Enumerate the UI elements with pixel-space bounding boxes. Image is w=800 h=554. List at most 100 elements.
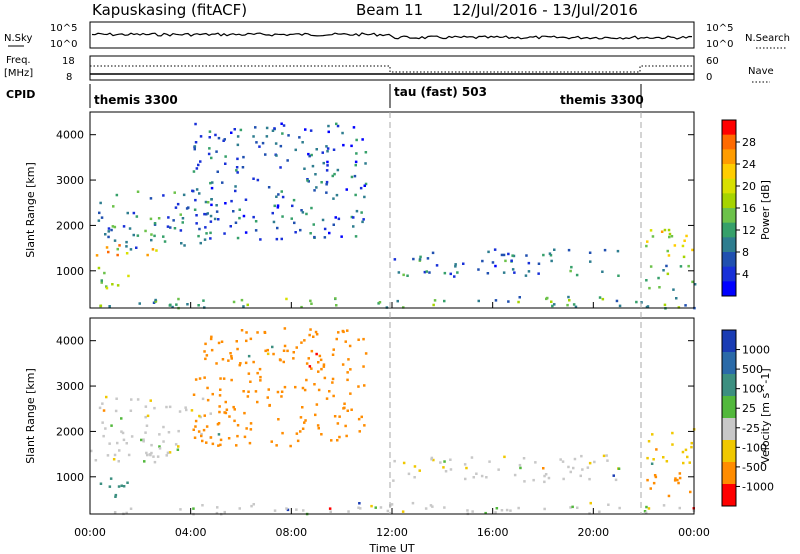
velocity-echo-cell — [449, 458, 452, 461]
velocity-echo-cell — [168, 405, 172, 409]
velocity-echo-cell — [418, 469, 421, 472]
power-echo-cell — [128, 227, 132, 230]
power-echo-cell — [105, 286, 109, 290]
power-echo-cell — [213, 217, 217, 221]
power-echo-cell — [199, 160, 202, 163]
power-echo-cell — [309, 232, 312, 235]
velocity-echo-cell — [662, 504, 666, 507]
velocity-echo-cell — [316, 424, 320, 427]
velocity-echo-cell — [424, 507, 428, 510]
velocity-echo-cell — [647, 507, 651, 510]
power-echo-cell — [426, 257, 430, 260]
velocity-echo-cell — [216, 506, 219, 509]
velocity-echo-cell — [249, 380, 252, 383]
velocity-echo-cell — [218, 394, 222, 397]
power-echo-cell — [645, 279, 648, 282]
power-echo-cell — [589, 260, 592, 263]
velocity-echo-cell — [576, 506, 579, 509]
power-echo-cell — [198, 192, 201, 195]
power-colorbar-segment — [722, 134, 736, 150]
velocity-echo-cell — [248, 441, 252, 445]
power-echo-cell — [575, 273, 579, 277]
power-echo-cell — [275, 154, 278, 157]
power-echo-cell — [276, 206, 280, 209]
power-echo-cell — [166, 225, 170, 228]
velocity-echo-cell — [230, 355, 233, 358]
velocity-echo-cell — [117, 485, 121, 488]
cpid-mode-2: tau (fast) 503 — [394, 85, 487, 99]
velocity-echo-cell — [444, 470, 448, 473]
power-echo-cell — [510, 259, 513, 262]
velocity-echo-cell — [662, 456, 665, 459]
velocity-echo-cell — [413, 465, 417, 468]
velocity-echo-cell — [204, 357, 207, 361]
power-echo-cell — [363, 195, 366, 199]
power-echo-cell — [195, 214, 198, 217]
power-echo-cell — [336, 168, 340, 172]
velocity-echo-cell — [142, 440, 145, 443]
velocity-echo-cell — [286, 349, 289, 353]
velocity-echo-cell — [144, 415, 147, 419]
velocity-echo-cell — [256, 331, 259, 334]
power-echo-cell — [194, 141, 198, 144]
velocity-echo-cell — [588, 461, 592, 465]
power-echo-cell — [310, 302, 313, 305]
power-colorbar-segment — [722, 237, 736, 253]
velocity-echo-cell — [310, 349, 314, 353]
velocity-echo-cell — [333, 415, 337, 418]
power-echo-cell — [432, 303, 435, 307]
velocity-echo-cell — [292, 357, 295, 360]
velocity-colorbar-tick-label: -25 — [742, 422, 760, 435]
power-echo-cell — [272, 220, 276, 224]
velocity-echo-cell — [612, 474, 615, 477]
power-echo-cell — [663, 228, 667, 232]
power-echo-cell — [206, 201, 210, 204]
cpid-mode-3: themis 3300 — [560, 93, 644, 107]
power-echo-cell — [337, 217, 341, 221]
power-y-tick-label: 1000 — [56, 265, 84, 278]
velocity-echo-cell — [323, 376, 327, 380]
velocity-echo-cell — [192, 428, 195, 431]
velocity-echo-cell — [464, 477, 467, 481]
power-echo-cell — [162, 194, 165, 197]
power-echo-cell — [313, 189, 316, 192]
velocity-echo-cell — [215, 362, 218, 365]
velocity-echo-cell — [120, 417, 123, 420]
power-echo-cell — [378, 301, 382, 304]
velocity-echo-cell — [114, 493, 118, 497]
power-echo-cell — [321, 151, 324, 154]
power-echo-cell — [193, 208, 197, 211]
velocity-echo-cell — [113, 511, 117, 514]
power-echo-cell — [271, 211, 274, 215]
velocity-echo-cell — [308, 333, 311, 337]
power-echo-cell — [548, 252, 552, 255]
power-echo-cell — [171, 305, 174, 309]
velocity-echo-cell — [156, 455, 160, 458]
nave-right-tick-top: 60 — [706, 56, 719, 67]
power-echo-cell — [290, 217, 293, 220]
velocity-echo-cell — [513, 473, 517, 477]
power-echo-cell — [100, 279, 103, 282]
power-echo-cell — [135, 246, 138, 249]
power-echo-cell — [601, 297, 605, 301]
power-echo-cell — [511, 268, 515, 271]
power-echo-cell — [203, 238, 207, 241]
noise-right-label: N.Search — [745, 33, 790, 44]
power-echo-cell — [617, 274, 620, 277]
power-echo-cell — [153, 222, 157, 225]
velocity-echo-cell — [108, 485, 112, 488]
velocity-echo-cell — [292, 351, 295, 354]
power-colorbar-tick-label: 24 — [742, 158, 756, 171]
velocity-echo-cell — [337, 331, 340, 334]
power-echo-cell — [286, 159, 289, 162]
power-echo-cell — [454, 263, 457, 266]
power-echo-cell — [244, 231, 248, 234]
velocity-echo-cell — [256, 371, 259, 375]
nave-right-tick-bottom: 0 — [706, 72, 712, 83]
velocity-echo-cell — [210, 348, 214, 352]
power-echo-cell — [684, 304, 687, 307]
velocity-echo-cell — [232, 405, 235, 409]
power-echo-cell — [210, 186, 214, 190]
velocity-echo-cell — [439, 461, 442, 464]
velocity-echo-cell — [374, 506, 377, 509]
